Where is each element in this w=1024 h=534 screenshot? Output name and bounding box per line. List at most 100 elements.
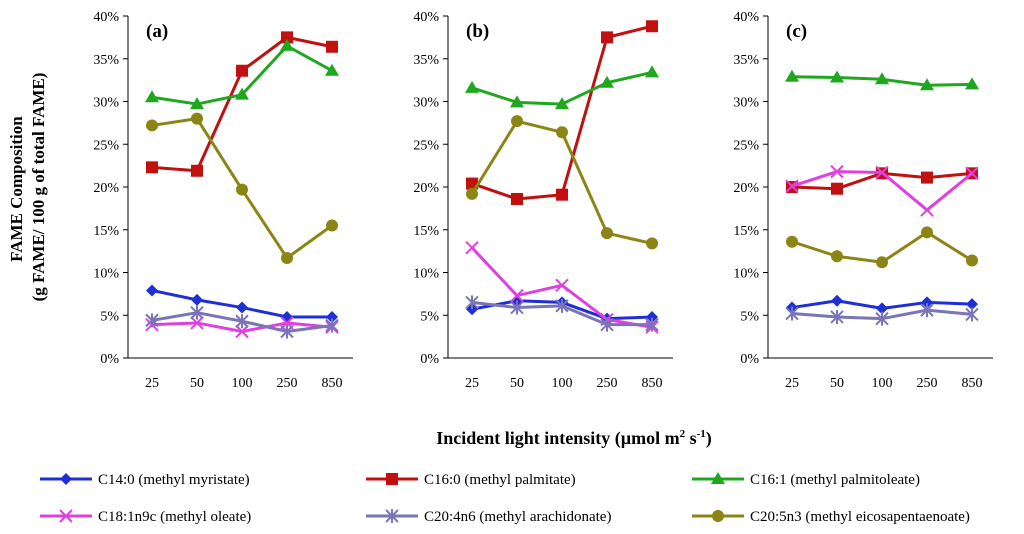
x-tick-label: 250 [597,376,618,391]
y-tick-label: 0% [100,352,119,367]
x-tick-label: 100 [232,376,253,391]
y-tick-label: 10% [93,267,119,282]
data-point [966,298,978,311]
data-point [511,115,523,128]
y-tick-label: 5% [100,309,119,324]
legend-item-c14-0-methyl-myristate: C14:0 (methyl myristate) [40,472,250,488]
data-point [875,72,889,85]
data-point [876,302,888,315]
data-point [326,219,338,232]
panel-a: 0% 5% 10% 15% 20% 25% 30% 35% 40% 25 50 100 250 850 (a… [93,10,353,391]
legend-marker [711,472,725,484]
panel-b: 0% 5% 10% 15% 20% 25% 30% 35% 40% 25 50 100 250 850 (b… [413,10,673,391]
data-point [235,314,249,329]
y-tick-label: 35% [93,53,119,68]
series-c20-5n3-methyl-eicosapentaenoate [786,226,978,269]
y-tick-label: 25% [413,138,439,153]
y-tick-label: 30% [733,96,759,111]
panel-label: (c) [786,21,807,42]
data-point [646,310,658,323]
legend-item-c16-1-methyl-palmitoleate: C16:1 (methyl palmitoleate) [692,472,920,488]
data-point [555,278,569,293]
series-c14-0-methyl-myristate [146,284,338,323]
x-tick-label: 25 [785,376,799,391]
data-point [191,293,203,306]
y-tick-label: 40% [413,10,439,25]
data-point [236,301,248,314]
data-point [785,69,799,82]
data-point [556,188,568,201]
series-line [470,246,653,329]
data-point [466,187,478,200]
y-axis-label-line2: (g FAME/ 100 g of total FAME) [29,73,48,302]
data-point [600,75,614,88]
data-point [326,310,338,323]
series-c16-1-methyl-palmitoleate [785,69,979,91]
data-point [281,310,293,323]
x-axis-label: Incident light intensity (µmol m2 s-1) [436,428,712,449]
x-tick-label: 50 [510,376,524,391]
data-point [325,63,339,76]
y-tick-label: 10% [733,267,759,282]
data-point [920,303,934,318]
series-line [470,119,653,245]
data-point [235,324,249,339]
data-point [646,20,658,33]
legend-marker [385,509,399,523]
panel-label: (b) [466,21,489,42]
panel-c: 0% 5% 10% 15% 20% 25% 30% 35% 40% 25 50 100 250 850 (c… [733,10,993,391]
data-point [920,78,934,91]
x-tick-label: 850 [322,376,343,391]
data-point [146,284,158,297]
data-point [465,240,479,255]
data-point [465,80,479,93]
data-point [785,179,799,193]
data-point [190,316,204,330]
data-point [236,183,248,196]
y-tick-label: 35% [413,53,439,68]
data-point [281,251,293,264]
data-point [325,318,339,333]
legend-item-c16-0-methyl-palmitate: C16:0 (methyl palmitate) [366,472,576,488]
data-point [920,203,934,217]
x-axis-label-sup1: 2 [680,428,686,440]
x-tick-label: 250 [277,376,298,391]
data-point [965,166,979,181]
x-tick-label: 100 [872,376,893,391]
data-point [830,164,844,179]
data-point [645,65,659,78]
data-point [191,164,203,177]
legend-marker [386,473,398,485]
series-c20-5n3-methyl-eicosapentaenoate [146,112,338,264]
data-point [921,226,933,239]
y-tick-label: 5% [740,309,759,324]
series-c16-0-methyl-palmitate [146,31,338,177]
x-tick-label: 50 [830,376,844,391]
data-point [511,192,523,205]
x-axis-label-sup2: -1 [697,428,706,440]
data-point [280,38,294,51]
data-point [281,31,293,44]
x-tick-label: 100 [552,376,573,391]
data-point [966,254,978,267]
data-point [190,97,204,110]
legend-marker [59,509,73,523]
x-tick-label: 850 [962,376,983,391]
legend-marker [712,510,724,522]
y-tick-label: 5% [420,309,439,324]
y-tick-label: 25% [93,138,119,153]
x-tick-label: 850 [642,376,663,391]
data-point [146,161,158,174]
y-tick-label: 20% [733,181,759,196]
data-point [831,182,843,195]
series-c20-4n6-methyl-arachidonate [785,303,979,326]
legend-label: C16:1 (methyl palmitoleate) [750,472,920,488]
y-tick-label: 20% [93,181,119,196]
legend-label: C20:4n6 (methyl arachidonate) [424,509,611,525]
x-tick-label: 25 [145,376,159,391]
data-point [145,313,159,328]
series-c18-1n9c-methyl-oleate [785,164,979,217]
data-point [146,119,158,132]
data-point [465,295,479,310]
data-point [921,296,933,309]
